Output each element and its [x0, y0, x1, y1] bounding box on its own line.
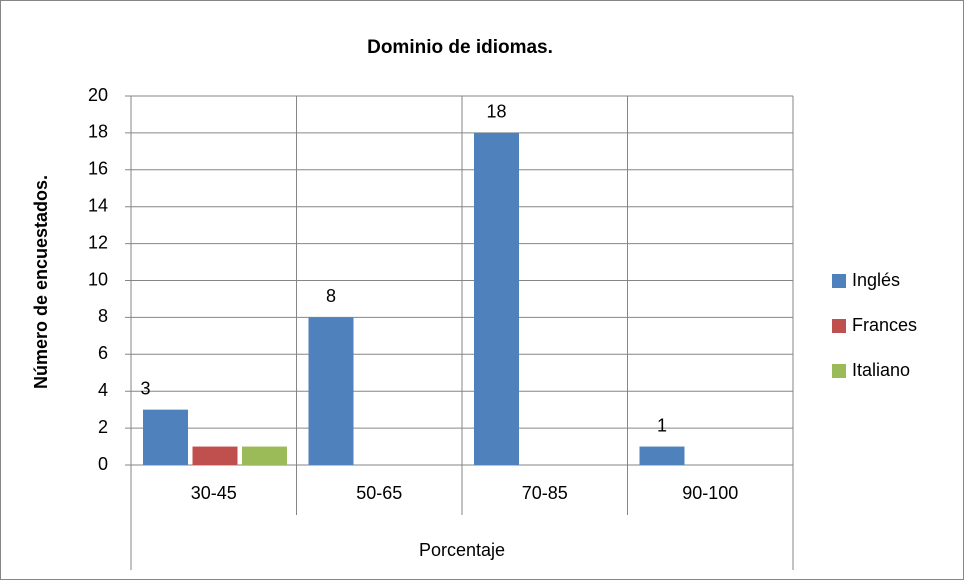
y-tick-label: 8: [98, 306, 108, 326]
x-tick-label: 50-65: [356, 483, 402, 503]
bar: [308, 317, 354, 465]
bar: [242, 446, 287, 465]
bar: [192, 446, 238, 465]
data-label: 3: [140, 378, 150, 398]
bar: [143, 409, 188, 465]
data-label: 1: [657, 415, 667, 435]
legend-label: Inglés: [852, 270, 900, 290]
bar: [474, 132, 519, 465]
legend-label: Frances: [852, 315, 917, 335]
y-tick-label: 18: [88, 122, 108, 142]
legend-swatch: [832, 364, 846, 378]
bar: [639, 446, 685, 465]
legend-swatch: [832, 319, 846, 333]
y-tick-label: 0: [98, 454, 108, 474]
x-tick-label: 30-45: [191, 483, 237, 503]
y-tick-label: 14: [88, 195, 108, 215]
x-tick-label: 70-85: [522, 483, 568, 503]
y-tick-label: 20: [88, 85, 108, 105]
data-label: 18: [486, 102, 506, 122]
y-tick-label: 2: [98, 417, 108, 437]
y-tick-label: 16: [88, 159, 108, 179]
y-axis-label: Número de encuestados.: [31, 175, 51, 389]
y-tick-label: 10: [88, 269, 108, 289]
y-tick-label: 6: [98, 343, 108, 363]
y-tick-label: 4: [98, 380, 108, 400]
x-tick-label: 90-100: [682, 483, 738, 503]
legend-label: Italiano: [852, 360, 910, 380]
y-tick-label: 12: [88, 232, 108, 252]
x-axis-label: Porcentaje: [419, 540, 505, 560]
data-label: 8: [326, 286, 336, 306]
legend-swatch: [832, 274, 846, 288]
chart-title: Dominio de idiomas.: [367, 37, 553, 58]
